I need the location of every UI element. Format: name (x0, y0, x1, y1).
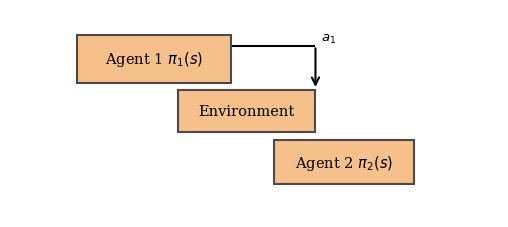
Text: Agent 1 $\pi_1(s)$: Agent 1 $\pi_1(s)$ (105, 50, 203, 69)
FancyBboxPatch shape (77, 36, 231, 83)
Text: $a_1$: $a_1$ (322, 32, 336, 45)
Text: Environment: Environment (199, 104, 295, 118)
FancyBboxPatch shape (178, 90, 315, 132)
FancyBboxPatch shape (274, 141, 414, 185)
Text: Agent 2 $\pi_2(s)$: Agent 2 $\pi_2(s)$ (295, 153, 393, 172)
